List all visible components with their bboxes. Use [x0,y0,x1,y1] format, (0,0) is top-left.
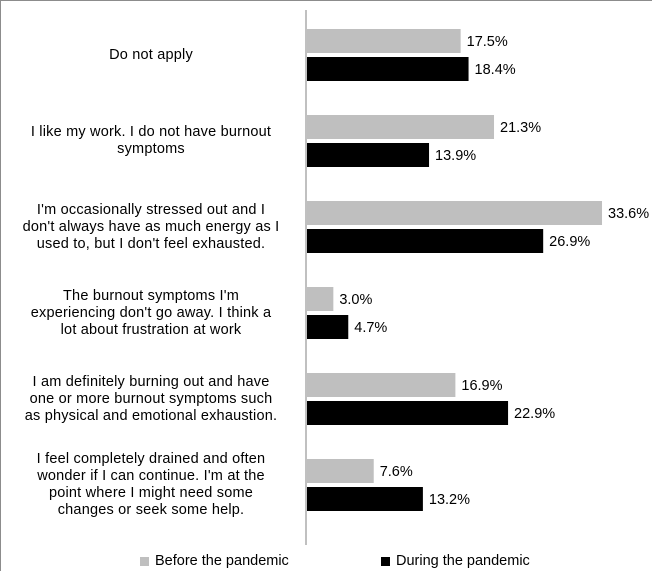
bar-before-3 [307,287,334,311]
legend-label-during: During the pandemic [396,553,530,569]
bar-before-1 [307,115,495,139]
category-label-0: Do not apply [6,47,296,64]
legend-swatch-during [381,556,390,566]
value-label-during-1: 13.9% [435,148,476,164]
value-label-before-4: 16.9% [461,378,502,394]
category-label-line: point where I might need some [48,485,254,501]
value-label-during-4: 22.9% [514,406,555,422]
value-label-during-2: 26.9% [549,234,590,250]
bar-during-1 [307,143,430,167]
category-label-5: I feel completely drained and often wonde… [6,451,296,519]
value-label-during-5: 13.2% [429,492,470,508]
category-label-line: The burnout symptoms I'm [63,287,239,304]
value-label-before-1: 21.3% [500,120,541,136]
legend-swatch-before [140,556,149,566]
category-label-line: don't always have as much energy as I [22,218,280,235]
bars-group [307,29,603,511]
legend-item-during: During the pandemic [381,553,530,569]
bar-during-5 [307,487,423,511]
category-label-3: The burnout symptoms I'm experiencing don… [6,288,296,339]
value-label-before-3: 3.0% [339,292,372,308]
category-label-line: I feel completely drained and often [36,451,266,467]
value-label-before-0: 17.5% [467,34,508,50]
legend-label-before: Before the pandemic [155,553,289,569]
value-label-during-0: 18.4% [475,62,516,78]
value-label-during-3: 4.7% [354,320,387,336]
category-label-line: experiencing don't go away. I think a [30,304,272,321]
bar-before-4 [307,373,456,397]
category-label-line: one or more burnout symptoms such [29,390,273,407]
value-labels-group: 17.5% 18.4% 21.3% 13.9% 33.6% 26.9% 3.0% 4.7% 16… [339,34,649,508]
bar-during-2 [307,229,544,253]
category-label-4: I am definitely burning out and have one … [6,374,296,425]
category-label-line: as physical and emotional exhaustion. [24,407,278,424]
bar-before-5 [307,459,374,483]
bar-before-2 [307,201,603,225]
value-label-before-2: 33.6% [608,206,649,222]
legend-item-before: Before the pandemic [140,553,289,569]
category-label-line: I'm occasionally stressed out and I [36,201,266,218]
bar-during-3 [307,315,349,339]
category-label-line: lot about frustration at work [60,321,242,338]
category-label-line: I like my work. I do not have burnout [30,124,272,140]
bar-during-4 [307,401,509,425]
category-label-line: I am definitely burning out and have [32,373,270,390]
category-label-line: Do not apply [109,46,193,63]
category-label-line: used to, but I don't feel exhausted. [36,235,266,252]
category-label-line: changes or seek some help. [57,502,245,518]
bar-before-0 [307,29,461,53]
value-label-before-5: 7.6% [380,464,413,480]
category-label-line: wonder if I can continue. I'm at the [37,468,265,484]
category-label-line: symptoms [117,141,185,157]
bar-during-0 [307,57,469,81]
category-label-1: I like my work. I do not have burnout sym… [6,124,296,158]
